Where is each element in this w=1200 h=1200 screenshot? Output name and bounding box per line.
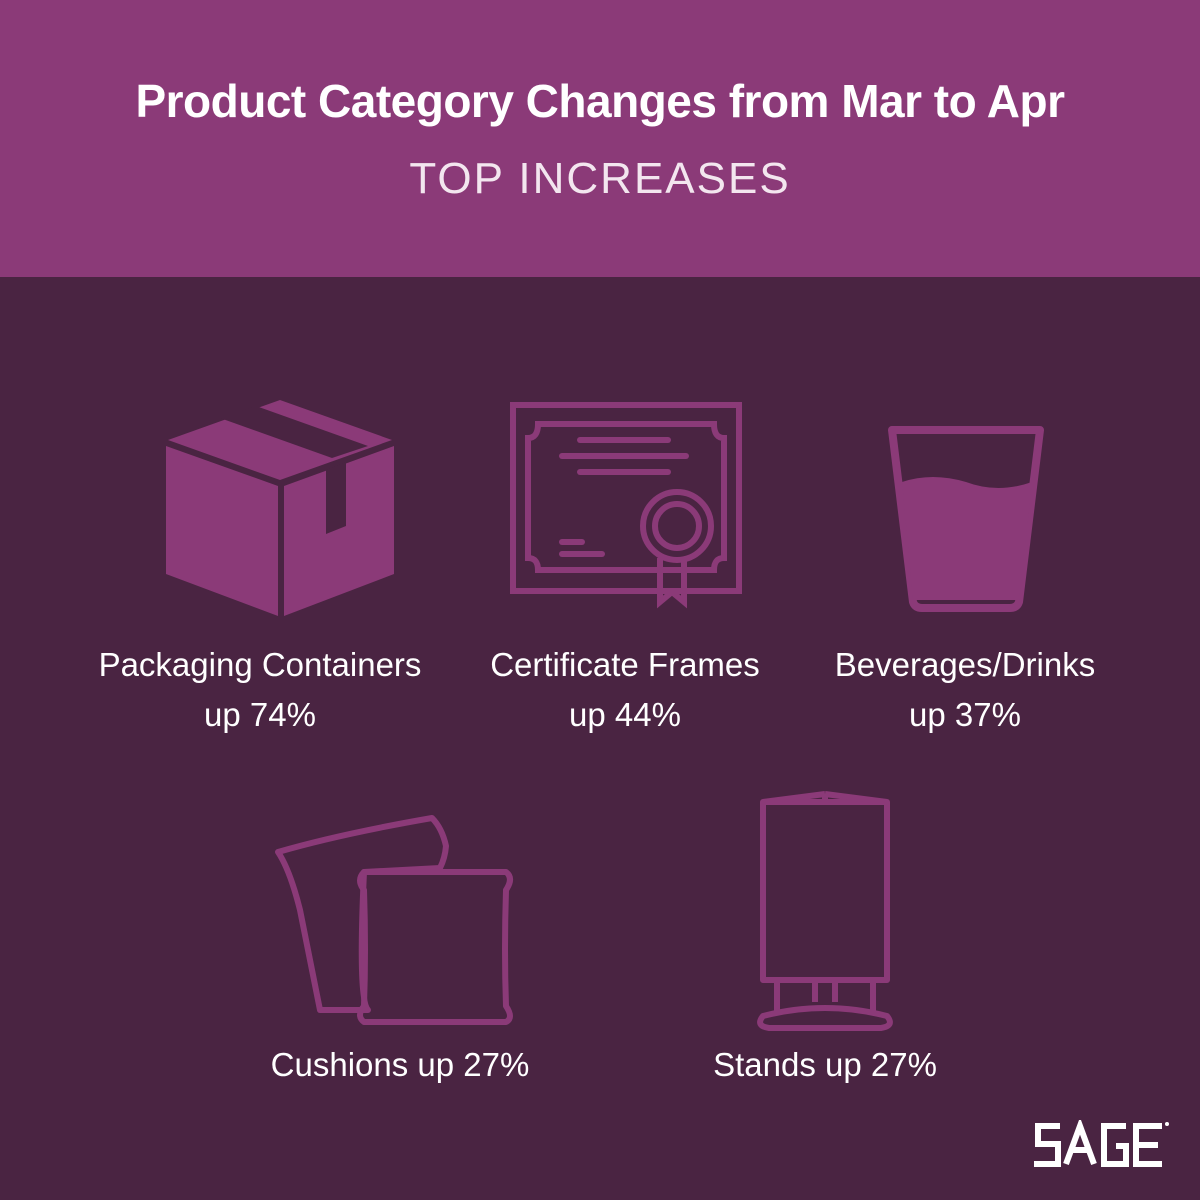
stand-icon (757, 791, 893, 1031)
category-change: up 44% (569, 696, 681, 733)
category-name: Certificate Frames (490, 646, 760, 683)
category-change: up 74% (204, 696, 316, 733)
page-subtitle: TOP INCREASES (409, 154, 791, 203)
glass-icon (888, 426, 1044, 612)
category-name: Packaging Containers (98, 646, 422, 683)
page-title: Product Category Changes from Mar to Apr (135, 75, 1065, 127)
category-full-label: Stands up 27% (713, 1046, 937, 1083)
category-full-label: Cushions up 27% (270, 1046, 530, 1083)
box-icon (166, 400, 394, 616)
sage-logo (1034, 1120, 1169, 1167)
cushions-icon (275, 815, 513, 1025)
category-name: Beverages/Drinks (834, 646, 1096, 683)
certificate-icon (510, 402, 742, 609)
header-banner: Product Category Changes from Mar to Apr… (0, 0, 1200, 277)
category-change: up 37% (909, 696, 1021, 733)
